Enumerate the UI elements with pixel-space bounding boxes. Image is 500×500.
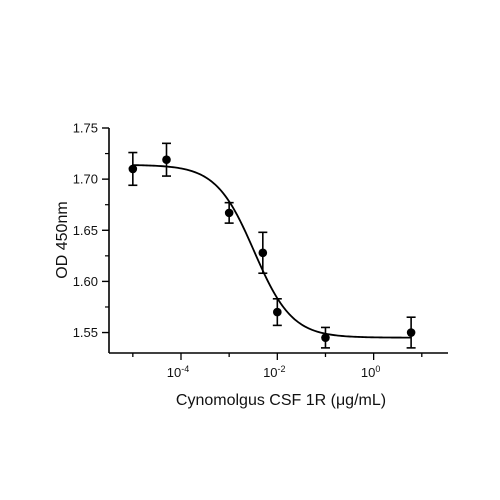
x-tick-label: 100 <box>361 364 380 380</box>
x-tick-label: 10-4 <box>167 364 189 380</box>
data-point <box>224 208 234 218</box>
data-point <box>128 164 138 174</box>
data-point <box>321 333 330 342</box>
y-tick-label: 1.55 <box>73 325 98 340</box>
y-tick-label: 1.65 <box>73 223 98 238</box>
data-point <box>406 328 416 337</box>
y-tick-label: 1.75 <box>73 121 98 136</box>
data-point <box>273 307 282 317</box>
y-tick-label: 1.70 <box>73 172 98 187</box>
axes <box>108 128 448 354</box>
fit-curve <box>132 164 412 339</box>
y-tick-label: 1.60 <box>73 274 98 289</box>
data-point <box>258 248 268 258</box>
plot-area <box>128 142 416 349</box>
y-axis-title: OD 450nm <box>54 201 71 278</box>
x-tick-label: 10-2 <box>263 364 285 380</box>
data-point <box>162 155 171 165</box>
axis-ticks: 1.55 1.60 1.65 1.70 1.75 10-4 10-2 100 <box>73 121 423 380</box>
x-axis-title: Cynomolgus CSF 1R (μg/mL) <box>176 392 386 409</box>
